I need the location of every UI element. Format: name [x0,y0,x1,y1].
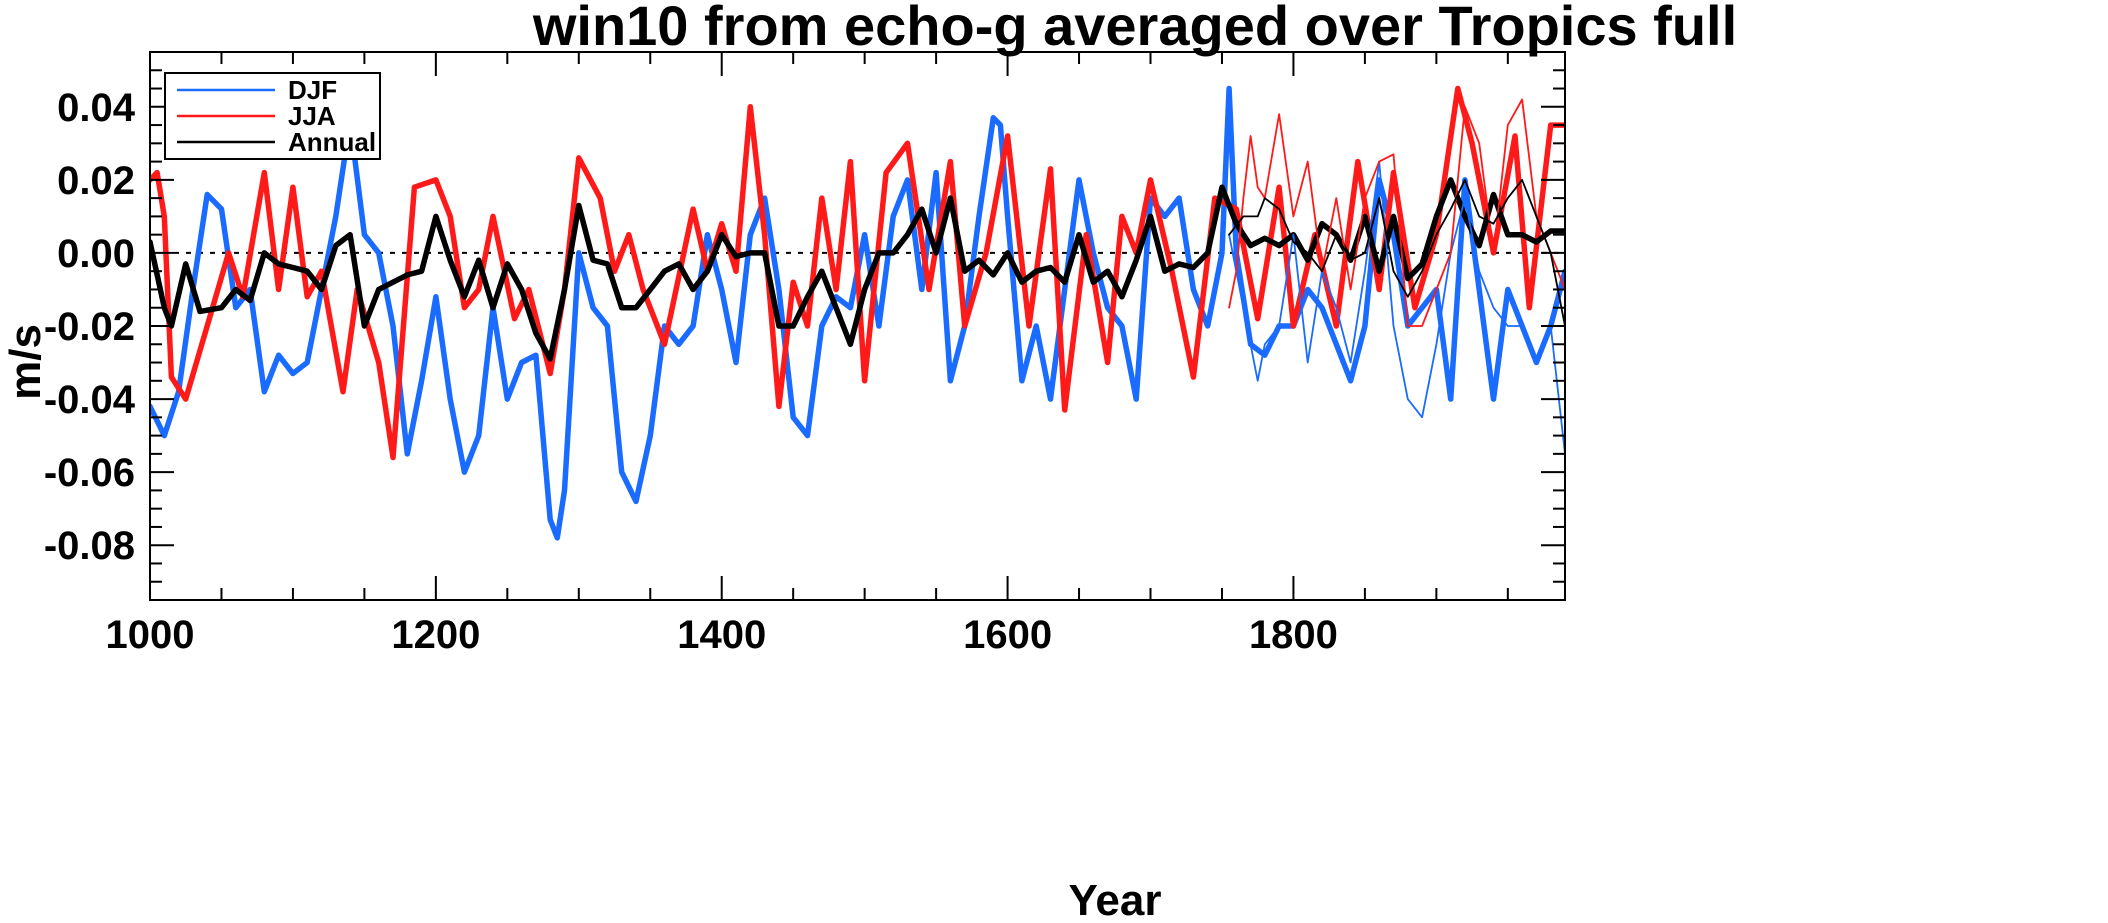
series-line-annual-thin [1228,178,1565,327]
legend-label-annual: Annual [288,127,376,157]
x-tick-label: 1200 [391,613,480,657]
legend-label-djf: DJF [288,75,337,105]
y-axis-label: m/s [1,324,50,400]
y-tick-label: -0.04 [44,378,136,422]
series-line-djf [150,85,1565,541]
plot-area: 1000 1200 1400 1600 1800 -0.08 -0.06 -0.04 -0.02… [44,51,1566,657]
y-tick-label: -0.08 [44,524,135,568]
x-tick-label: 1600 [963,613,1052,657]
y-tick-label: 0.00 [57,232,135,276]
x-axis-label: Year [1069,876,1162,923]
series-line-annual [150,177,1565,362]
y-tick-label: 0.02 [57,159,135,203]
legend-label-jja: JJA [288,101,336,131]
y-tick-label: -0.02 [44,305,135,349]
series-line-djf-thin [1228,160,1565,455]
y-tick-label: -0.06 [44,451,135,495]
series-group [150,85,1565,541]
chart-title: win10 from echo-g averaged over Tropics … [532,0,1737,57]
y-tick-label: 0.04 [57,86,136,130]
x-tick-label: 1400 [677,613,766,657]
x-tick-label: 1000 [106,613,195,657]
x-tick-label: 1800 [1249,613,1338,657]
series-line-jja [150,85,1565,461]
series-line-jja-thin [1228,98,1565,327]
